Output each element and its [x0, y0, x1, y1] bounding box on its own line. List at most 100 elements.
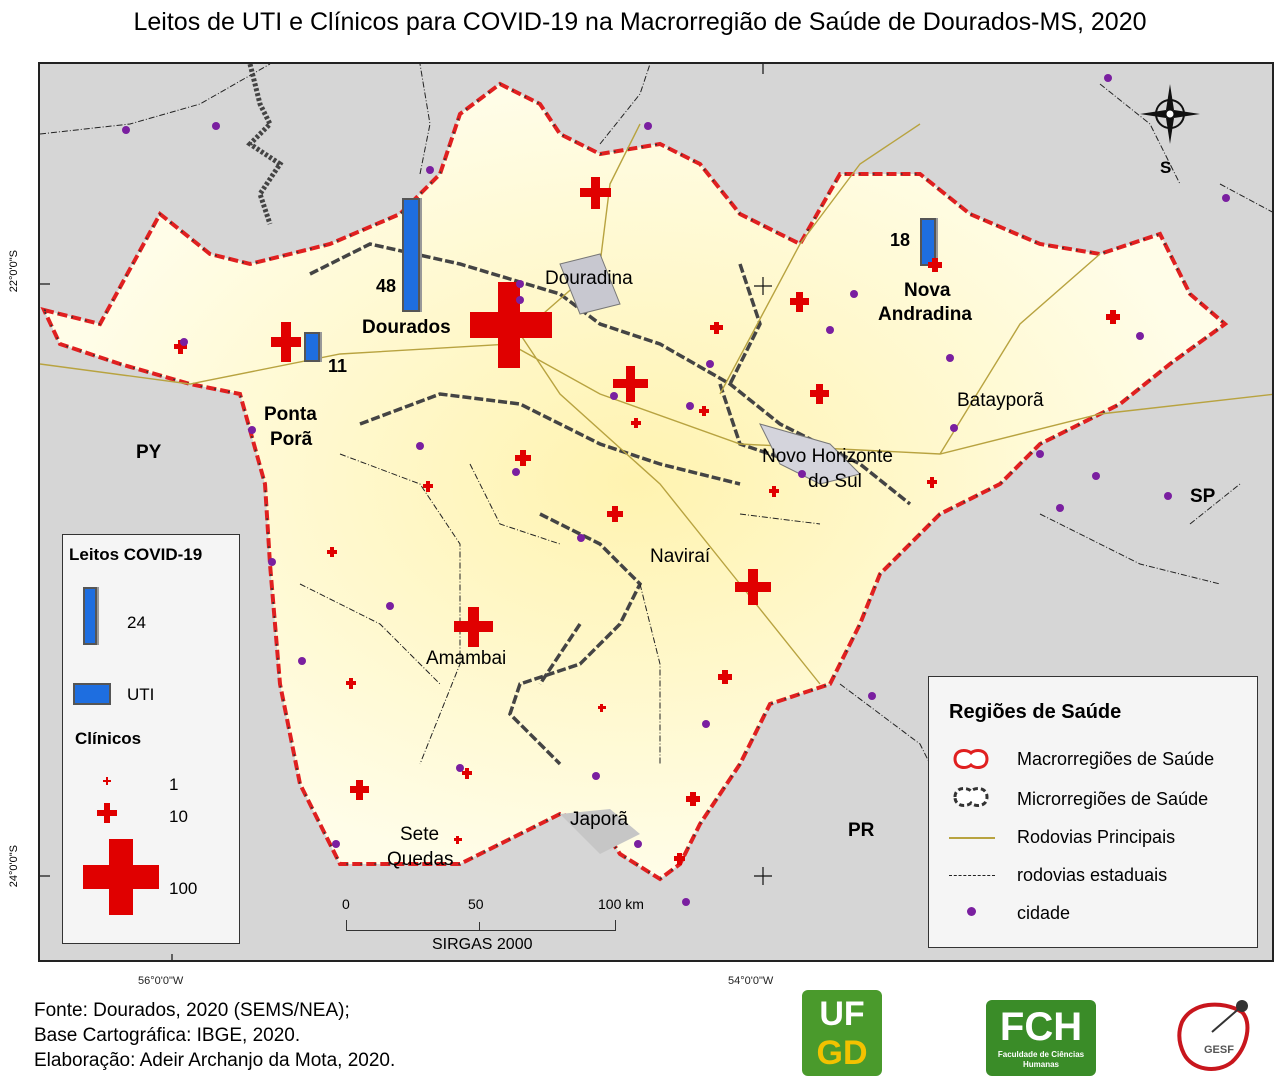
- label-ponta-pora-2: Porã: [270, 429, 313, 450]
- uti-value-nova-andradina: 18: [890, 230, 911, 250]
- uti-bar-ponta-pora: [304, 332, 320, 362]
- fch-logo: FCH Faculdade de Ciências Humanas: [986, 1000, 1096, 1076]
- clinic-cross-j: [686, 792, 700, 806]
- lon-label-right: 54°0'0"W: [728, 975, 774, 987]
- cross-medium-icon: [97, 803, 117, 823]
- cross-small-icon: [103, 777, 111, 785]
- label-amambai: Amambai: [426, 648, 507, 669]
- legend-uti-label: UTI: [127, 685, 155, 704]
- clinic-cross-l: [769, 486, 779, 497]
- label-sete-quedas-1: Sete: [400, 824, 440, 845]
- clinic-cross-r: [699, 406, 709, 416]
- clinic-cross-i: [350, 780, 369, 800]
- legend-city-label: cidade: [1017, 903, 1071, 923]
- label-dourados: Dourados: [362, 317, 451, 338]
- uti-bar-dourados: [402, 198, 420, 312]
- footer-line-1: Fonte: Dourados, 2020 (SEMS/NEA);: [34, 1000, 350, 1021]
- clinic-cross-b: [613, 366, 648, 402]
- clinic-cross-h: [718, 670, 732, 684]
- clinic-cross-a: [580, 177, 611, 209]
- legend-c10: 10: [169, 807, 188, 826]
- label-py: PY: [136, 442, 162, 463]
- legend-bar-icon: [83, 587, 97, 645]
- clinic-cross-u: [928, 258, 942, 272]
- clinic-cross-e: [1106, 310, 1120, 324]
- label-sete-quedas-2: Quedas: [387, 849, 454, 870]
- uti-value-ponta-pora: 11: [328, 356, 348, 376]
- macroregion-area: [40, 81, 1229, 882]
- clinic-cross-f: [515, 450, 531, 466]
- clinic-cross-amambai: [454, 607, 493, 647]
- clinic-cross-c: [790, 292, 809, 312]
- main-roads: [40, 123, 1272, 685]
- clinic-cross-v: [674, 853, 685, 865]
- legend-c1: 1: [169, 775, 179, 794]
- legend-regioes-title: Regiões de Saúde: [949, 701, 1122, 723]
- clinic-cross-x: [454, 836, 462, 844]
- legend-main-roads-label: Rodovias Principais: [1017, 827, 1176, 847]
- map-frame[interactable]: S PY SP PR Douradina Dourados Nova Andra…: [38, 62, 1274, 962]
- state-roads: [40, 64, 1272, 825]
- clinic-cross-q: [631, 418, 641, 428]
- scale-50: 50: [468, 896, 484, 912]
- lat-label-bottom: 24°0'0"S: [8, 845, 20, 888]
- legend-bar-value: 24: [127, 613, 146, 632]
- scale-0: 0: [342, 896, 350, 912]
- label-douradina: Douradina: [545, 268, 633, 289]
- clinic-cross-p: [346, 678, 356, 689]
- city-dots: [122, 74, 1230, 906]
- footer-line-3: Elaboração: Adeir Archanjo da Mota, 2020…: [34, 1050, 396, 1071]
- legend-state-roads-label: rodovias estaduais: [1017, 865, 1168, 885]
- map-canvas: [40, 64, 1272, 960]
- clinic-cross-o: [327, 547, 337, 557]
- label-novo-horizonte-1: Novo Horizonte: [762, 446, 893, 467]
- footer-source: Fonte: Dourados, 2020 (SEMS/NEA); Base C…: [34, 998, 395, 1073]
- state-road-icon: [949, 875, 995, 876]
- clinic-cross-dourados: [470, 282, 552, 368]
- label-novo-horizonte-2: do Sul: [808, 471, 862, 492]
- legend-micro-label: Microrregiões de Saúde: [1017, 789, 1209, 809]
- footer-line-2: Base Cartográfica: IBGE, 2020.: [34, 1025, 301, 1046]
- scale-bar: [346, 920, 616, 931]
- legend-c100: 100: [169, 879, 198, 898]
- label-ponta-pora-1: Ponta: [264, 404, 317, 425]
- clinic-crosses: [122, 74, 1230, 906]
- uti-value-dourados: 48: [376, 276, 397, 296]
- lat-label-top: 22°0'0"S: [8, 250, 20, 293]
- microregion-borders: [309, 242, 912, 766]
- legend-macro-label: Macrorregiões de Saúde: [1017, 749, 1215, 769]
- legend-regioes: Regiões de Saúde Macrorregiões de Saúde …: [928, 676, 1258, 948]
- clinic-cross-w: [598, 704, 606, 712]
- compass-rose-icon: [1140, 84, 1200, 144]
- cross-large-icon: [83, 839, 159, 915]
- clinic-cross-ponta-pora: [271, 322, 301, 362]
- scale-datum: SIRGAS 2000: [432, 936, 533, 953]
- label-japora: Japorã: [570, 809, 629, 830]
- clinic-cross-n: [423, 481, 433, 492]
- scale-100: 100 km: [598, 896, 644, 912]
- label-navirai: Naviraí: [650, 546, 711, 567]
- clinic-cross-k: [710, 322, 723, 334]
- map-title: Leitos de UTI e Clínicos para COVID-19 n…: [133, 8, 1147, 36]
- uti-swatch-icon: [73, 683, 111, 705]
- label-nova-andradina-2: Andradina: [878, 304, 972, 325]
- lon-label-left: 56°0'0"W: [138, 975, 184, 987]
- ufgd-logo: UF GD: [802, 990, 882, 1076]
- label-sp: SP: [1190, 486, 1216, 507]
- main-road-icon: [949, 837, 995, 839]
- legend-leitos: Leitos COVID-19 24 UTI Clínicos 1 10 100: [62, 534, 240, 944]
- legend-leitos-title: Leitos COVID-19: [69, 545, 203, 564]
- label-bataypora: Batayporã: [957, 390, 1044, 411]
- compass-label: S: [1160, 158, 1172, 177]
- clinic-cross-m: [927, 477, 937, 488]
- legend-clinicos-title: Clínicos: [75, 729, 142, 748]
- clinic-cross-d: [810, 384, 829, 404]
- macro-border-icon: [951, 747, 991, 771]
- clinic-cross-t: [174, 340, 187, 354]
- label-nova-andradina-1: Nova: [904, 280, 951, 301]
- clinic-cross-g: [607, 506, 623, 522]
- label-pr: PR: [848, 820, 875, 841]
- clinic-cross-navirai: [735, 569, 771, 605]
- city-dot-icon: [967, 907, 976, 916]
- clinic-cross-s: [462, 768, 472, 779]
